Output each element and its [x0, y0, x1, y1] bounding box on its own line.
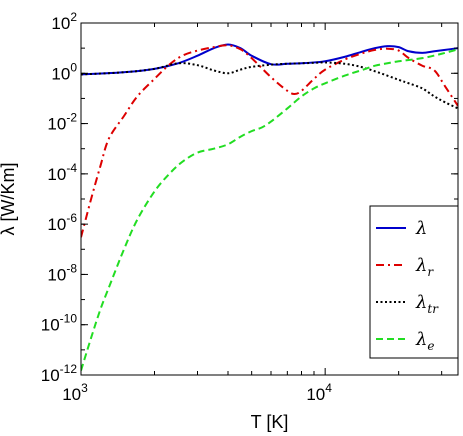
- y-tick-label: 10-10: [41, 312, 78, 335]
- y-tick-label: 10-8: [47, 261, 77, 284]
- x-axis-title: T [K]: [251, 412, 289, 432]
- series-line-2: [81, 61, 458, 110]
- legend-label-2: λtr: [415, 292, 439, 316]
- legend-label-0: λ: [415, 218, 427, 239]
- y-tick-label: 10-12: [41, 362, 78, 385]
- series-line-0: [81, 43, 458, 76]
- legend-label-1: λr: [415, 255, 434, 279]
- legend-label-3: λe: [415, 329, 435, 353]
- legend-box: [369, 205, 459, 359]
- y-tick-label: 10-6: [47, 211, 77, 234]
- y-axis-title: λ [W/Km]: [0, 163, 18, 236]
- series-line-1: [81, 44, 458, 238]
- legend: λ λr λtr λe: [369, 205, 459, 359]
- x-tick-label: 103: [62, 381, 88, 404]
- y-tick-label: 102: [51, 10, 77, 33]
- y-tick-label: 10-2: [47, 111, 77, 134]
- y-tick-label: 10-4: [47, 161, 77, 184]
- series-line-3: [81, 48, 458, 371]
- x-tick-label: 104: [306, 381, 332, 404]
- y-tick-label: 100: [51, 60, 77, 83]
- series-layer: [81, 43, 458, 371]
